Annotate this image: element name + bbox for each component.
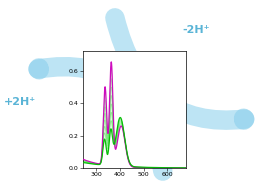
- FancyArrowPatch shape: [38, 67, 163, 171]
- Text: +2H⁺: +2H⁺: [4, 97, 36, 107]
- Text: -2H⁺: -2H⁺: [182, 25, 210, 35]
- FancyArrowPatch shape: [115, 18, 245, 120]
